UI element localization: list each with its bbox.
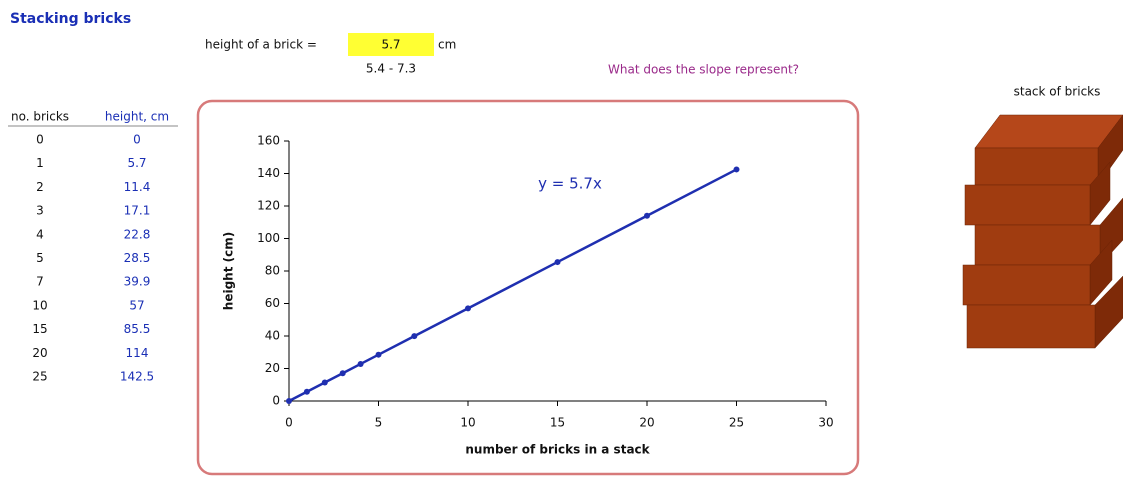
y-tick-label: 120 [257, 199, 280, 213]
x-tick-label: 15 [550, 416, 565, 430]
input-range: 5.4 - 7.3 [366, 62, 416, 76]
table-cell: 85.5 [124, 322, 151, 336]
x-tick-label: 20 [639, 416, 654, 430]
table-cell: 39.9 [124, 275, 151, 289]
data-point [322, 379, 328, 385]
table-header: no. bricks [11, 110, 69, 124]
table-cell: 5 [36, 251, 44, 265]
input-unit: cm [438, 38, 456, 52]
table-cell: 5.7 [127, 156, 146, 170]
x-tick-label: 25 [729, 416, 744, 430]
annotation: y = 5.7x [538, 175, 602, 193]
brick-stack [963, 115, 1123, 348]
table-cell: 3 [36, 204, 44, 218]
x-tick-label: 30 [818, 416, 833, 430]
screen: Stacking bricks height of a brick = 5.7 … [0, 0, 1123, 481]
table-cell: 142.5 [120, 370, 154, 384]
y-tick-label: 160 [257, 134, 280, 148]
table-cell: 4 [36, 227, 44, 241]
table-cell: 2 [36, 180, 44, 194]
x-axis-title: number of bricks in a stack [465, 443, 650, 457]
table-cell: 22.8 [124, 227, 151, 241]
question: What does the slope represent? [608, 63, 799, 77]
input-value[interactable]: 5.7 [381, 38, 400, 52]
y-axis-title: height (cm) [222, 232, 236, 310]
chart-frame [198, 101, 858, 474]
data-point [286, 398, 292, 404]
y-tick-label: 40 [265, 329, 280, 343]
table-cell: 57 [129, 298, 144, 312]
data-point [411, 333, 417, 339]
stack-label: stack of bricks [1014, 85, 1101, 99]
x-tick-label: 10 [460, 416, 475, 430]
data-point [304, 389, 310, 395]
table-cell: 0 [133, 133, 141, 147]
table-cell: 1 [36, 156, 44, 170]
data-point [555, 259, 561, 265]
data-point [465, 305, 471, 311]
table-cell: 0 [36, 133, 44, 147]
table-cell: 15 [32, 322, 47, 336]
table-cell: 114 [126, 346, 149, 360]
y-tick-label: 20 [265, 361, 280, 375]
table-cell: 17.1 [124, 204, 151, 218]
table-cell: 25 [32, 370, 47, 384]
table-cell: 10 [32, 298, 47, 312]
y-tick-label: 100 [257, 231, 280, 245]
y-tick-label: 140 [257, 166, 280, 180]
y-tick-label: 80 [265, 264, 280, 278]
x-tick-label: 5 [375, 416, 383, 430]
data-point [376, 352, 382, 358]
y-tick-label: 0 [272, 394, 280, 408]
data-point [644, 213, 650, 219]
table-cell: 11.4 [124, 180, 151, 194]
table-cell: 28.5 [124, 251, 151, 265]
data-point [340, 370, 346, 376]
input-label: height of a brick = [205, 38, 317, 52]
data-point [734, 166, 740, 172]
x-tick-label: 0 [285, 416, 293, 430]
table-cell: 7 [36, 275, 44, 289]
table-header: height, cm [105, 110, 169, 124]
y-tick-label: 60 [265, 296, 280, 310]
data-point [358, 361, 364, 367]
sheet-title: Stacking bricks [10, 11, 131, 27]
table-cell: 20 [32, 346, 47, 360]
